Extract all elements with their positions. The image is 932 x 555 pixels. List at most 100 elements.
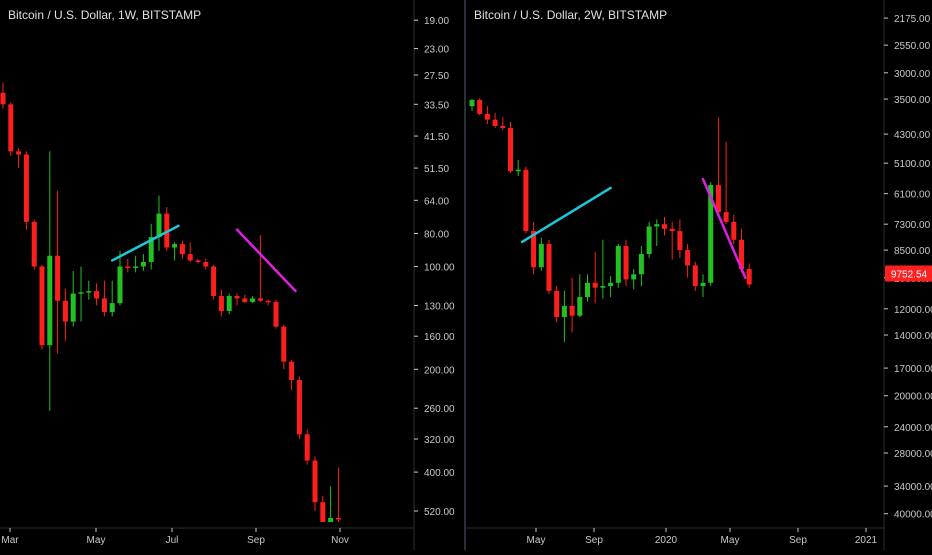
candle-body [109,303,115,313]
candle [78,266,84,322]
candle [62,288,68,341]
cyan-trendline [520,186,612,244]
cyan-trendline [110,224,180,262]
candle-body [469,100,475,107]
y-tick-label: 130.00 [424,301,455,312]
candle-body [692,265,698,287]
candle [508,121,513,173]
candle-body [172,244,178,248]
y-tick-label: 3000.00 [894,69,931,80]
y-tick-label: 5100.00 [894,159,931,170]
pane-divider[interactable] [464,0,466,550]
candle-body [662,224,667,229]
candle-body [592,282,598,288]
candle-body [117,266,123,304]
candle-body [585,282,590,298]
candle-body [715,185,721,213]
candle [133,255,139,273]
candle [304,429,310,465]
candle [700,274,706,298]
candle-body [289,361,295,381]
candle-body [195,260,201,262]
candle-body [484,113,490,120]
candle [638,246,644,287]
candle-body [546,243,552,291]
candle-body [569,305,575,316]
candle [608,276,614,298]
candle-body [250,298,256,302]
candle [715,117,721,215]
candle [148,223,154,270]
left-chart-pane[interactable]: 19.00 23.00 27.50 33.50 41.50 51.50 64.00 80.00… [0,0,464,550]
y-tick-label: 4300.00 [894,130,931,141]
candle [585,274,590,302]
candle-body [31,221,37,267]
candle-body [731,221,737,240]
candle-body [538,243,544,268]
candle [646,221,652,258]
candle [685,243,691,278]
candle-body [739,239,744,270]
candle-body [608,282,614,287]
right-chart-svg[interactable]: 2175.00 2550.00 3000.00 3500.00 4300.00 5100.… [466,0,932,550]
candle [500,117,506,131]
candle-body [646,226,652,255]
candle-body [133,266,139,268]
x-tick-label: May [87,535,106,546]
candle-body [273,301,279,327]
candle-body [500,125,506,129]
candle [179,240,185,259]
candle-body [39,266,45,346]
candle-body [234,295,240,299]
candle [70,270,76,327]
y-tick-label: 19.00 [424,16,449,27]
candle [195,258,201,264]
candle [561,290,567,343]
candle-body [600,286,606,288]
y-tick-label: 7300.00 [894,220,931,231]
candle-body [669,228,675,232]
candle [554,286,560,323]
left-chart-svg[interactable]: 19.00 23.00 27.50 33.50 41.50 51.50 64.00 80.00… [0,0,464,550]
candle-body [179,244,185,255]
candle-body [523,169,529,232]
candle [289,360,295,391]
candle [577,274,583,318]
candle [469,99,475,111]
y-tick-label: 28000.00 [894,449,932,460]
candle [16,148,22,169]
candle [312,456,318,512]
candle-body [94,291,100,299]
candle-body [226,295,232,312]
candle [600,239,606,299]
candle-body [615,246,621,283]
candle [187,242,193,262]
last-price-tag [885,265,932,282]
candle-body [8,104,14,152]
y-tick-label: 20000.00 [894,392,932,403]
candle [39,265,45,350]
candle-body [55,255,61,301]
candle-body [203,261,209,267]
candle-body [623,246,629,280]
candle [156,195,162,251]
y-tick-label: 8500.00 [894,246,931,257]
candle-body [265,300,271,303]
y-tick-label: 17000.00 [894,364,932,375]
candle [86,280,92,300]
candle [265,299,271,306]
y-tick-label: 400.00 [424,468,455,479]
last-price-label: 9752.54 [891,269,928,280]
right-chart-pane[interactable]: 2175.00 2550.00 3000.00 3500.00 4300.00 5100.… [466,0,932,550]
x-tick-label: 2020 [655,535,678,546]
y-tick-label: 2175.00 [894,14,931,25]
candle-body [508,128,513,172]
candle-body [304,434,310,461]
candle [515,159,521,176]
candle [226,293,232,315]
left-chart-title: Bitcoin / U.S. Dollar, 1W, BITSTAMP [8,8,202,22]
candle-body [86,291,92,293]
candle-body [685,250,691,266]
candle [731,214,737,244]
y-tick-label: 6100.00 [894,190,931,201]
